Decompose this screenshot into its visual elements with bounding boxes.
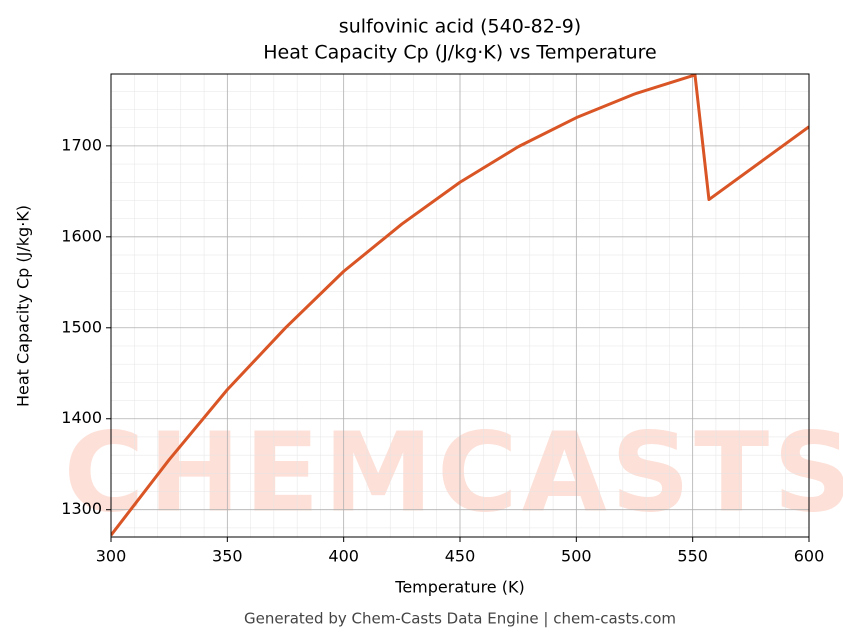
- footer: Generated by Chem-Casts Data Engine | ch…: [244, 610, 676, 628]
- chart-title: sulfovinic acid (540-82-9): [339, 16, 581, 38]
- y-tick-label: 1500: [61, 317, 102, 336]
- x-axis-label: Temperature (K): [394, 578, 524, 597]
- x-tick-label: 350: [212, 547, 243, 566]
- x-tick-label: 450: [445, 547, 476, 566]
- x-tick-label: 400: [328, 547, 359, 566]
- x-tick-label: 500: [561, 547, 592, 566]
- y-tick-label: 1700: [61, 135, 102, 154]
- watermark: CHEMCASTS: [64, 408, 843, 536]
- y-tick-label: 1400: [61, 408, 102, 427]
- x-tick-label: 300: [96, 547, 127, 566]
- plot-frame: [110, 73, 810, 538]
- chart-subtitle: Heat Capacity Cp (J/kg·K) vs Temperature: [263, 42, 657, 64]
- y-tick-label: 1300: [61, 499, 102, 518]
- x-tick-label: 600: [794, 547, 825, 566]
- x-tick-label: 550: [677, 547, 708, 566]
- y-tick-label: 1600: [61, 226, 102, 245]
- data-line: [111, 73, 809, 537]
- y-axis-label: Heat Capacity Cp (J/kg·K): [14, 205, 33, 407]
